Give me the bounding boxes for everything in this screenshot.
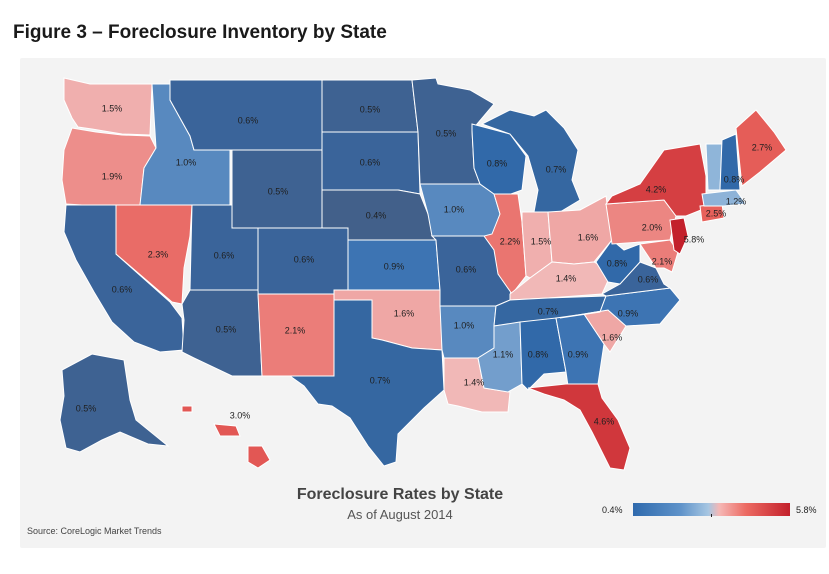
state-label-fl: 4.6% (594, 416, 615, 426)
state-label-sd: 0.6% (360, 157, 381, 167)
state-label-md: 2.1% (652, 256, 673, 266)
state-label-pa: 2.0% (642, 222, 663, 232)
state-label-ma: 1.2% (726, 196, 747, 206)
state-label-me: 2.7% (752, 142, 773, 152)
state-hi-islands-2 (213, 423, 241, 437)
state-label-nm: 2.1% (285, 325, 306, 335)
legend-min-label: 0.4% (602, 505, 623, 515)
state-label-co: 0.6% (294, 254, 315, 264)
state-label-ks: 0.9% (384, 261, 405, 271)
state-label-wy: 0.5% (268, 186, 289, 196)
state-label-nh: 0.8% (724, 174, 745, 184)
state-label-oh: 1.6% (578, 232, 599, 242)
state-ar (439, 305, 497, 359)
state-label-ca: 0.6% (112, 284, 133, 294)
state-label-mi: 0.7% (546, 164, 567, 174)
state-label-va: 0.6% (638, 274, 659, 284)
state-tx (288, 299, 445, 467)
state-label-ia: 1.0% (444, 204, 465, 214)
state-vt (705, 143, 723, 191)
state-nh (719, 133, 741, 191)
state-label-hi: 3.0% (230, 410, 251, 420)
state-label-ar: 1.0% (454, 320, 475, 330)
state-me (735, 109, 787, 187)
legend-tick (711, 514, 712, 517)
map-subtitle: As of August 2014 (347, 507, 453, 522)
legend-color-bar (633, 503, 790, 516)
state-fl (527, 383, 631, 471)
state-label-wv: 0.8% (607, 258, 628, 268)
state-label-ak: 0.5% (76, 403, 97, 413)
state-label-nv: 2.3% (148, 249, 169, 259)
state-label-ny: 4.2% (646, 184, 667, 194)
state-label-al: 0.8% (528, 349, 549, 359)
state-label-id: 1.0% (176, 157, 197, 167)
state-label-mt: 0.6% (238, 115, 259, 125)
state-ak (59, 353, 170, 453)
state-label-ne: 0.4% (366, 210, 387, 220)
state-label-ms: 1.1% (493, 349, 514, 359)
state-label-mn: 0.5% (436, 128, 457, 138)
state-label-wi: 0.8% (487, 158, 508, 168)
state-label-sc: 1.6% (602, 332, 623, 342)
state-label-nd: 0.5% (360, 104, 381, 114)
state-nj (669, 217, 689, 255)
state-label-tx: 0.7% (370, 375, 391, 385)
state-label-ut: 0.6% (214, 250, 235, 260)
state-label-ct: 2.5% (706, 208, 727, 218)
state-ma (701, 189, 747, 207)
map-title: Foreclosure Rates by State (296, 486, 504, 503)
state-label-ok: 1.6% (394, 308, 415, 318)
state-mi (480, 109, 581, 213)
state-label-nj: 5.8% (684, 234, 705, 244)
state-md (639, 239, 679, 273)
figure-title: Figure 3 – Foreclosure Inventory by Stat… (13, 22, 387, 43)
state-label-or: 1.9% (102, 171, 123, 181)
state-label-la: 1.4% (464, 377, 485, 387)
state-hi-islands (181, 405, 193, 413)
state-il (483, 193, 527, 295)
state-hi (247, 445, 271, 469)
state-label-il: 2.2% (500, 236, 521, 246)
state-label-az: 0.5% (216, 324, 237, 334)
state-label-tn: 0.7% (538, 306, 559, 316)
state-label-nc: 0.9% (618, 308, 639, 318)
state-label-in: 1.5% (531, 236, 552, 246)
state-label-ga: 0.9% (568, 349, 589, 359)
state-label-ky: 1.4% (556, 273, 577, 283)
source-note: Source: CoreLogic Market Trends (27, 526, 162, 536)
state-wa (63, 77, 153, 136)
state-label-mo: 0.6% (456, 264, 477, 274)
state-label-wa: 1.5% (102, 103, 123, 113)
legend-max-label: 5.8% (796, 505, 817, 515)
